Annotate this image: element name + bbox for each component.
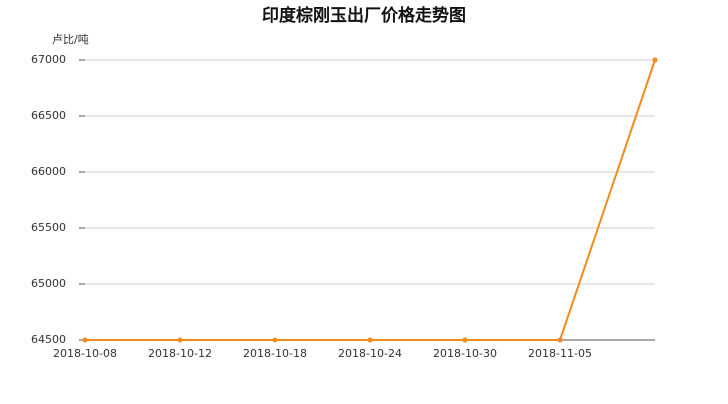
y-tick-label: 65500 xyxy=(31,221,66,234)
y-tick-label: 64500 xyxy=(31,333,66,346)
x-tick-label: 2018-10-18 xyxy=(243,347,307,360)
x-tick-label: 2018-10-24 xyxy=(338,347,402,360)
point xyxy=(652,57,658,63)
x-tick-label: 2018-10-12 xyxy=(148,347,212,360)
point xyxy=(177,337,183,343)
x-tick-label: 2018-11-05 xyxy=(528,347,592,360)
point xyxy=(272,337,278,343)
y-axis-label: 卢比/吨 xyxy=(52,33,89,46)
y-tick-label: 66000 xyxy=(31,165,66,178)
y-tick-label: 65000 xyxy=(31,277,66,290)
x-tick-label: 2018-10-08 xyxy=(53,347,117,360)
point xyxy=(82,337,88,343)
y-tick-label: 67000 xyxy=(31,53,66,66)
point xyxy=(557,337,563,343)
chart-title: 印度棕刚玉出厂价格走势图 xyxy=(262,5,466,26)
line-series xyxy=(85,59,656,341)
y-tick-label: 66500 xyxy=(31,109,66,122)
point xyxy=(367,337,373,343)
x-tick-label: 2018-10-30 xyxy=(433,347,497,360)
point xyxy=(462,337,468,343)
